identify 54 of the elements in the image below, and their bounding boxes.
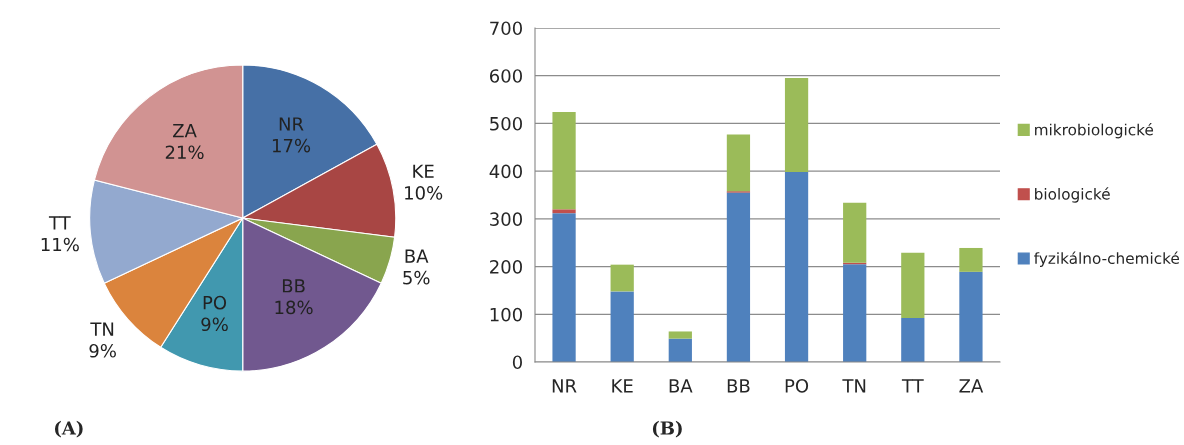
data-label: 11% [41, 237, 79, 252]
y-tick-label: 500 [490, 116, 522, 131]
data-label: 18% [275, 300, 313, 315]
bar [668, 338, 692, 362]
data-label: 9% [89, 343, 116, 358]
bar [610, 291, 634, 362]
y-tick-label: 300 [490, 212, 522, 226]
bar [959, 247, 983, 272]
bar [552, 213, 576, 362]
text: (A) [54, 420, 83, 438]
y-tick-label: 400 [489, 164, 522, 179]
slice-label: BA [405, 249, 429, 263]
bar [959, 271, 983, 362]
data-label: 21% [165, 145, 204, 160]
slice-label: PO [203, 295, 227, 310]
slice-label: KE [413, 164, 434, 178]
bar [726, 192, 751, 362]
y-tick-label: 200 [490, 260, 522, 274]
bar [784, 78, 809, 173]
slice-label: ZA [173, 124, 197, 138]
x-tick-label: BB [727, 379, 750, 393]
bar [552, 111, 576, 210]
x-tick-label: ZA [959, 379, 984, 393]
slice-label: TN [90, 322, 114, 336]
text: (B) [652, 420, 682, 438]
bar [843, 264, 867, 362]
bar [668, 331, 692, 339]
bar [901, 318, 925, 362]
bar [610, 264, 634, 292]
bar [784, 172, 809, 362]
legend-label: fyzikálno-chemické [1034, 251, 1179, 267]
x-tick-label: NR [552, 379, 577, 393]
slice-label: TT [48, 216, 71, 230]
data-label: 17% [272, 138, 311, 153]
y-tick-label: 0 [512, 355, 522, 370]
data-label: 9% [201, 317, 228, 332]
x-tick-label: KE [612, 379, 633, 393]
bar [552, 209, 576, 214]
x-tick-label: TT [901, 379, 924, 393]
bar [901, 252, 925, 319]
x-tick-label: BA [669, 379, 693, 393]
slice-label: BB [282, 279, 305, 293]
data-label: 5% [403, 270, 430, 285]
y-tick-label: 600 [489, 69, 522, 83]
y-tick-label: 700 [490, 21, 522, 36]
bar [843, 202, 867, 263]
slice-label: NR [279, 117, 304, 131]
legend-label: biologické [1035, 187, 1110, 203]
legend-label: mikrobiologické [1035, 123, 1154, 139]
x-tick-label: PO [785, 378, 809, 393]
y-tick-label: 100 [490, 307, 522, 322]
x-tick-label: TN [842, 379, 866, 393]
bar [726, 134, 751, 192]
data-label: 10% [405, 186, 443, 200]
